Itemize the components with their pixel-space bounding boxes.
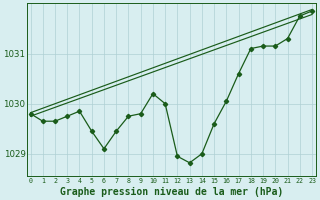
X-axis label: Graphe pression niveau de la mer (hPa): Graphe pression niveau de la mer (hPa) (60, 186, 283, 197)
